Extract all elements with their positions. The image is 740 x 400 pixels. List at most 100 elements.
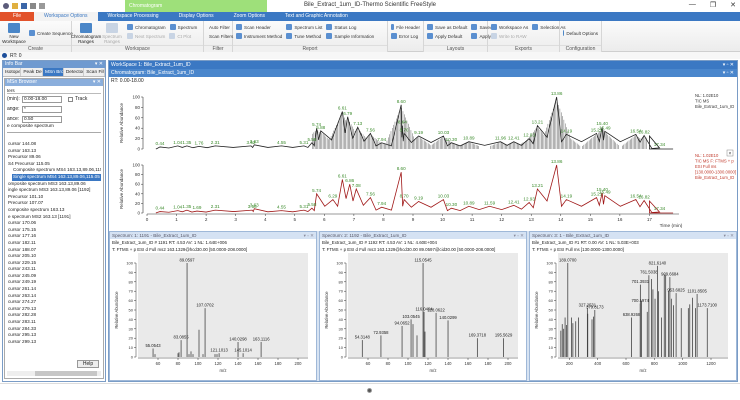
spectrum-plot[interactable]: 0 10 20 30 40 50 60 70 80 90 100 Relative Abundance… (110, 253, 316, 381)
tree-item[interactable]: cursor 177.16 (8, 233, 37, 239)
svg-text:6: 6 (323, 217, 326, 222)
panel-controls[interactable]: ▾ ▫ ✕ (723, 233, 734, 238)
tree-item[interactable]: cursor 182.11 (8, 239, 36, 245)
spectrum-plot[interactable]: 0 10 20 30 40 50 60 70 80 90 100 Relative Abundance… (320, 253, 526, 381)
chromatogram-button[interactable]: Chromatogram (127, 23, 166, 31)
tree-item[interactable]: composite spectrum 163.13 (8, 206, 65, 212)
tab-detector[interactable]: Detector (65, 68, 85, 76)
tree-item[interactable]: e spectrum MS2 163.13 [1191] (8, 213, 71, 219)
save-as-default-button[interactable]: Save as Default (427, 23, 467, 31)
tree-item[interactable]: cursor 175.15 (8, 226, 37, 232)
tree-item[interactable]: cursor 263.14 (8, 292, 37, 298)
svg-text:116.0494: 116.0494 (415, 306, 433, 311)
scrollbar-thumb[interactable] (35, 371, 97, 376)
ct-plot-button[interactable]: Ct Plot (169, 32, 191, 40)
tree-item[interactable]: cursor 284.33 (8, 325, 37, 331)
tree-item[interactable]: cursor 243.11 (8, 266, 36, 272)
instrument-method-button[interactable]: Instrument Method (236, 32, 282, 40)
tree-item[interactable]: cursor 295.13 (8, 332, 37, 338)
minimize-button[interactable]: — (688, 1, 696, 8)
maximize-button[interactable]: ❐ (709, 2, 717, 9)
tab-zoom-options[interactable]: Zoom Options (233, 13, 266, 19)
scan-filters-button[interactable]: Scan Filters (209, 33, 234, 39)
tree-item[interactable]: cursor 274.27 (8, 299, 37, 305)
chromatogram-ranges-button[interactable]: Chromatogram Ranges (71, 23, 101, 44)
create-sequence-button[interactable]: Create Sequence (29, 29, 73, 37)
print-icon[interactable] (30, 3, 36, 9)
tree-item[interactable]: cursor 245.09 (8, 272, 37, 278)
status-log-button[interactable]: Status Log (326, 23, 374, 31)
open-icon[interactable] (12, 3, 18, 9)
close-button[interactable]: ✕ (730, 2, 736, 9)
tree-item[interactable]: cursor 205.10 (8, 253, 37, 259)
save-as-button[interactable]: SaveAs (471, 23, 495, 31)
spectrum-plot[interactable]: 0 10 20 30 40 50 60 70 80 90 100 Relative Abundance… (530, 253, 736, 381)
svg-text:TIC MS F: FTMS + p: TIC MS F: FTMS + p (695, 159, 734, 164)
tree-item[interactable]: cursor 170.06 (8, 220, 37, 226)
tree-item[interactable]: cursor 249.19 (8, 279, 37, 285)
tab-text-graphic-annotation[interactable]: Text and Graphic Annotation (285, 13, 348, 19)
selection-as-button[interactable]: Selection As (532, 23, 566, 31)
tree-item[interactable]: Precursor 107.07 (8, 200, 44, 206)
tree-item[interactable]: cursor 261.14 (8, 286, 37, 292)
tune-method-button[interactable]: Tune Method (286, 32, 322, 40)
chromatogram-panel: Chromatogram: Bile_Extract_1um_ID ▾ ▫ ✕ R… (109, 69, 737, 229)
tree-item[interactable]: cursor 229.15 (8, 259, 37, 265)
panel-controls[interactable]: ▾ ▫ ✕ (303, 233, 314, 238)
default-options-button[interactable]: Default Options (563, 29, 598, 37)
tree-item[interactable]: Single spectrum MS4 163.13,89.06,115.05 … (12, 173, 101, 181)
spectrum-button[interactable]: Spectrum (169, 23, 197, 31)
tree-item[interactable]: Precursor 89.06 (8, 154, 41, 160)
tab-file[interactable]: File (0, 12, 34, 21)
apply-button[interactable]: Apply (471, 32, 495, 40)
spectrum-ranges-button[interactable]: Spectrum Ranges (101, 23, 123, 44)
layout-anchor-icon[interactable] (367, 388, 372, 393)
tab-workspace-processing[interactable]: Workspace Processing (107, 13, 159, 19)
tree-item[interactable]: cursor 283.11 (8, 319, 36, 325)
save-icon[interactable] (21, 3, 27, 9)
panel-controls[interactable]: ▾ ▫ ✕ (513, 233, 524, 238)
tree-item[interactable]: cursor 163.13 (8, 147, 37, 153)
tree-item[interactable]: omposite spectrum MS3 163.13,89.06 (8, 180, 86, 186)
tab-scan-filter[interactable]: Scan Filt (86, 68, 106, 76)
tree-item[interactable]: Precursor 101.10 (8, 193, 44, 199)
tree-item[interactable]: cursor 299.13 (8, 338, 37, 344)
workspace-as-button[interactable]: Workspace As (491, 23, 528, 31)
auto-filter-button[interactable]: Auto Filter (209, 24, 230, 30)
tree-item[interactable]: cursor 282.28 (8, 312, 37, 318)
tab-msn-browser[interactable]: MSn Bro (43, 68, 64, 76)
mass-range-input[interactable]: * (22, 105, 62, 113)
file-header-button[interactable]: File Header (391, 23, 420, 31)
tab-workspace-options[interactable]: Workspace Options (34, 12, 98, 21)
pin-icon[interactable]: ▾ ✕ (94, 61, 103, 67)
rt-range-input[interactable]: 0.00-18.00 (22, 95, 62, 103)
tab-display-options[interactable]: Display Options (178, 13, 214, 19)
tree-item[interactable]: cursor 279.13 (8, 305, 37, 311)
horizontal-scrollbar[interactable] (7, 371, 101, 376)
tree-item[interactable]: ingle spectrum MS3 163.13,89.06 [1192] (8, 187, 91, 193)
tree-item[interactable]: cursor 144.08 (8, 141, 37, 146)
tree-item[interactable]: S4 Precursor 115.05 (8, 160, 50, 166)
sample-information-button[interactable]: Sample Information (326, 32, 374, 40)
help-button[interactable]: Help (77, 360, 99, 368)
track-checkbox[interactable] (68, 96, 73, 102)
write-to-raw-button[interactable]: Write to RAW (491, 32, 528, 40)
tab-peak-detection[interactable]: Peak Det (23, 68, 44, 76)
window-controls[interactable]: ▾ ▫ ✕ (722, 62, 734, 68)
apply-default-button[interactable]: Apply Default (427, 32, 467, 40)
next-spectrum-button[interactable]: Next Spectrum (127, 32, 165, 40)
scan-header-button[interactable]: Scan Header (236, 23, 282, 31)
precursor-tree[interactable]: cursor 144.08 cursor 163.13 Precursor 89.0… (7, 132, 101, 344)
tree-item[interactable]: cursor 188.07 (8, 246, 37, 252)
new-workspace-button[interactable]: New WorkSpace (2, 23, 26, 44)
svg-text:17.34: 17.34 (654, 142, 666, 147)
pin-icon[interactable]: ▾ ✕ (92, 79, 101, 85)
close-file-icon[interactable] (39, 3, 45, 9)
tolerance-input[interactable]: 0.50 (22, 115, 62, 123)
error-log-button[interactable]: Error Log (391, 32, 420, 40)
tree-item[interactable]: Composite spectrum MS4 163.13,89.06,115.… (13, 167, 101, 173)
panel-controls[interactable]: ▾ ▫ ✕ (722, 70, 734, 76)
tab-isotope[interactable]: Isotope (5, 68, 22, 76)
spectrum-list-button[interactable]: Spectrum List (286, 23, 322, 31)
